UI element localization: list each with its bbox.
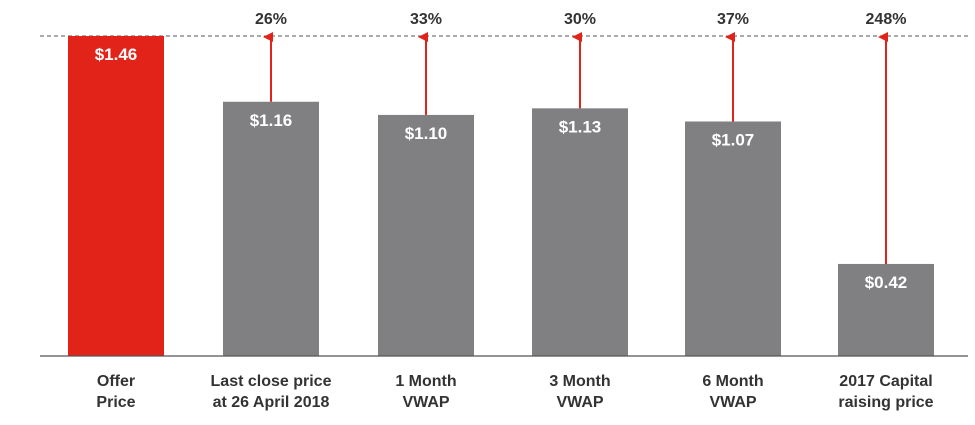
category-label-2: 1 Month VWAP [395, 373, 456, 411]
bar-value-label-1: $1.16 [250, 111, 293, 130]
category-label-5: 2017 Capital raising price [838, 373, 933, 411]
premium-label-3: 30% [564, 11, 596, 28]
bar-3 [532, 108, 628, 356]
premium-label-5: 248% [866, 11, 907, 28]
category-label-0: Offer Price [96, 373, 135, 411]
premium-label-4: 37% [717, 11, 749, 28]
bar-value-label-0: $1.46 [95, 45, 138, 64]
premium-label-2: 33% [410, 11, 442, 28]
bar-2 [378, 114, 474, 356]
bar-value-label-4: $1.07 [712, 130, 755, 149]
premium-label-1: 26% [255, 11, 287, 28]
bar-value-label-5: $0.42 [865, 273, 908, 292]
bar-5 [838, 263, 934, 356]
category-label-4: 6 Month VWAP [702, 373, 763, 411]
category-label-1: Last close price at 26 April 2018 [211, 373, 332, 411]
bar-0 [68, 36, 164, 356]
bar-1 [223, 101, 319, 357]
bar-value-label-2: $1.10 [405, 124, 448, 143]
bar-value-label-3: $1.13 [559, 117, 602, 136]
bar-4 [685, 121, 781, 356]
category-label-3: 3 Month VWAP [549, 373, 610, 411]
